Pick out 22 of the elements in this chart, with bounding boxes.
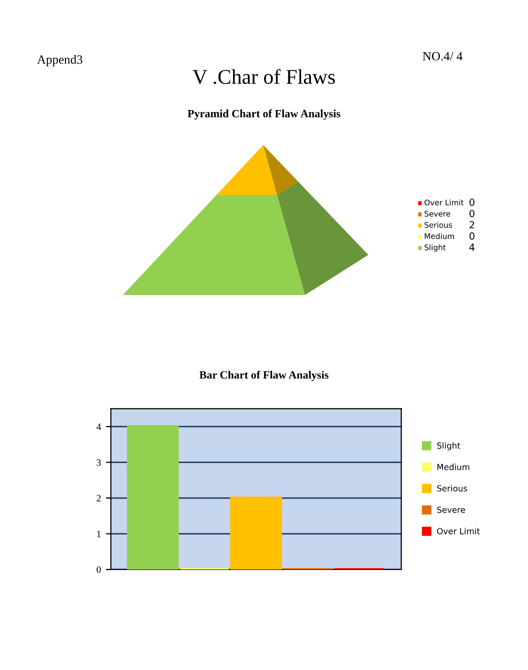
data-label: 0: [470, 232, 474, 240]
bar: [126, 425, 179, 570]
text: V .Char of Flaws: [192, 69, 335, 84]
legend-label: Medium: [437, 464, 470, 470]
y-tick-label: 3: [96, 459, 101, 466]
text: Append3: [37, 54, 82, 66]
legend-label: Slight: [437, 442, 460, 450]
data-label: 2: [470, 221, 474, 228]
chart-title: Bar Chart of Flaw Analysis: [199, 370, 328, 381]
legend-label: Severe: [437, 506, 466, 513]
data-label: 0: [470, 198, 474, 206]
text: NO.4/ 4: [422, 52, 462, 60]
data-label: 0: [470, 210, 474, 218]
y-tick-label: 4: [96, 424, 102, 430]
y-tick-label: 1: [97, 530, 101, 538]
legend-label: Serious: [437, 485, 468, 492]
bar: [230, 496, 282, 570]
legend-label: Over Limit: [437, 528, 480, 534]
y-tick-label: 0: [96, 566, 101, 573]
y-tick-label: 2: [96, 494, 101, 502]
data-label: 4: [469, 244, 475, 251]
text: Pyramid Chart of Flaw Analysis: [188, 109, 340, 120]
